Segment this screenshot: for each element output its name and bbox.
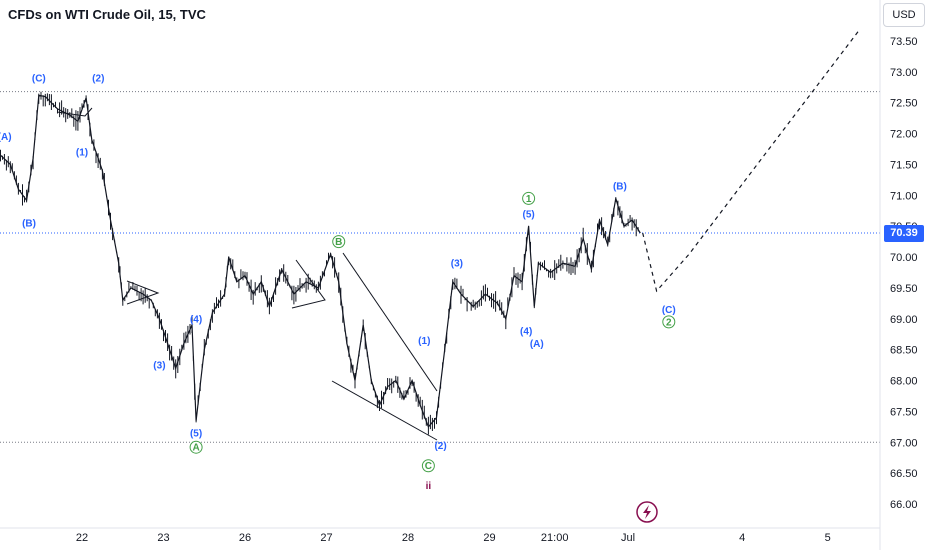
wave-label: (3) (153, 361, 165, 372)
price-tick-label: 73.00 (890, 67, 918, 79)
wave-label: (2) (92, 74, 104, 85)
wave-label: (1) (76, 148, 88, 159)
price-tick-label: 72.00 (890, 129, 918, 141)
wave-label: (5) (523, 209, 535, 220)
price-tick-label: 69.00 (890, 314, 918, 326)
time-tick-label: 27 (320, 532, 332, 544)
price-axis: 73.5073.0072.5072.0071.5071.0070.5070.00… (879, 0, 918, 550)
time-tick-label: 4 (739, 532, 745, 544)
time-tick-label: 21:00 (541, 532, 569, 544)
wave-circle-marker (332, 235, 346, 249)
wave-label: (4) (190, 314, 202, 325)
triangle-drawing-1 (56, 107, 93, 117)
currency-selector[interactable]: USD (883, 3, 925, 27)
triangle-drawing-3 (291, 259, 326, 309)
candlestick-bars (0, 91, 639, 435)
wave-label: (4) (520, 327, 532, 338)
wave-label: (5) (190, 429, 202, 440)
wave-label: (C) (662, 305, 676, 316)
wave-label: (3) (451, 259, 463, 270)
price-line (0, 94, 641, 428)
price-tick-label: 68.00 (890, 376, 918, 388)
price-tick-label: 71.00 (890, 190, 918, 202)
time-axis: 22 23 26 27 28 29 21:00 Jul 4 5 (0, 527, 880, 544)
wave-circle-marker (662, 315, 676, 329)
wave-label: (2) (434, 441, 446, 452)
drawings (56, 107, 438, 441)
last-price-tag: 70.39 (884, 225, 924, 242)
price-tick-label: 72.50 (890, 98, 918, 110)
wave-label: (A) (530, 339, 544, 350)
wave-label: C (425, 461, 432, 472)
wave-label: ii (426, 481, 432, 492)
time-tick-label: 22 (76, 532, 88, 544)
wave-label: (A) (0, 132, 12, 143)
price-tick-label: 71.50 (890, 159, 918, 171)
time-tick-label: Jul (621, 532, 635, 544)
wave-label: B (335, 237, 342, 248)
time-tick-label: 28 (402, 532, 414, 544)
wave-label: (1) (418, 336, 430, 347)
wave-label: 2 (666, 317, 672, 328)
triangle-drawing-2 (126, 280, 160, 305)
wave-label: A (192, 443, 199, 454)
projection-path (642, 28, 861, 293)
wave-label: (B) (613, 182, 627, 193)
wave-label: (B) (22, 219, 36, 230)
projection-line (642, 28, 861, 293)
channel-lower-line (331, 380, 438, 441)
wave-label: (C) (32, 74, 46, 85)
chart-title: CFDs on WTI Crude Oil, 15, TVC (8, 7, 206, 22)
price-tick-label: 69.50 (890, 283, 918, 295)
price-tick-label: 70.00 (890, 252, 918, 264)
price-tick-label: 66.00 (890, 499, 918, 511)
lightning-icon[interactable] (636, 501, 658, 523)
wave-circle-marker (189, 440, 203, 454)
time-tick-label: 26 (239, 532, 251, 544)
wave-labels: (A)(B)(C)(2)(1)(3)(4)(5)AB(1)(2)Cii(3)(4… (0, 74, 676, 492)
price-series (0, 91, 641, 435)
price-tick-label: 67.50 (890, 406, 918, 418)
time-tick-label: 29 (483, 532, 495, 544)
time-tick-label: 5 (825, 532, 831, 544)
price-tick-label: 67.00 (890, 437, 918, 449)
wave-circle-marker (522, 191, 536, 205)
price-tick-label: 68.50 (890, 345, 918, 357)
time-tick-label: 23 (157, 532, 169, 544)
wave-circle-marker (421, 459, 435, 473)
wave-label: 1 (526, 194, 532, 205)
price-tick-label: 66.50 (890, 468, 918, 480)
channel-upper-line (342, 252, 438, 392)
price-tick-label: 73.50 (890, 36, 918, 48)
